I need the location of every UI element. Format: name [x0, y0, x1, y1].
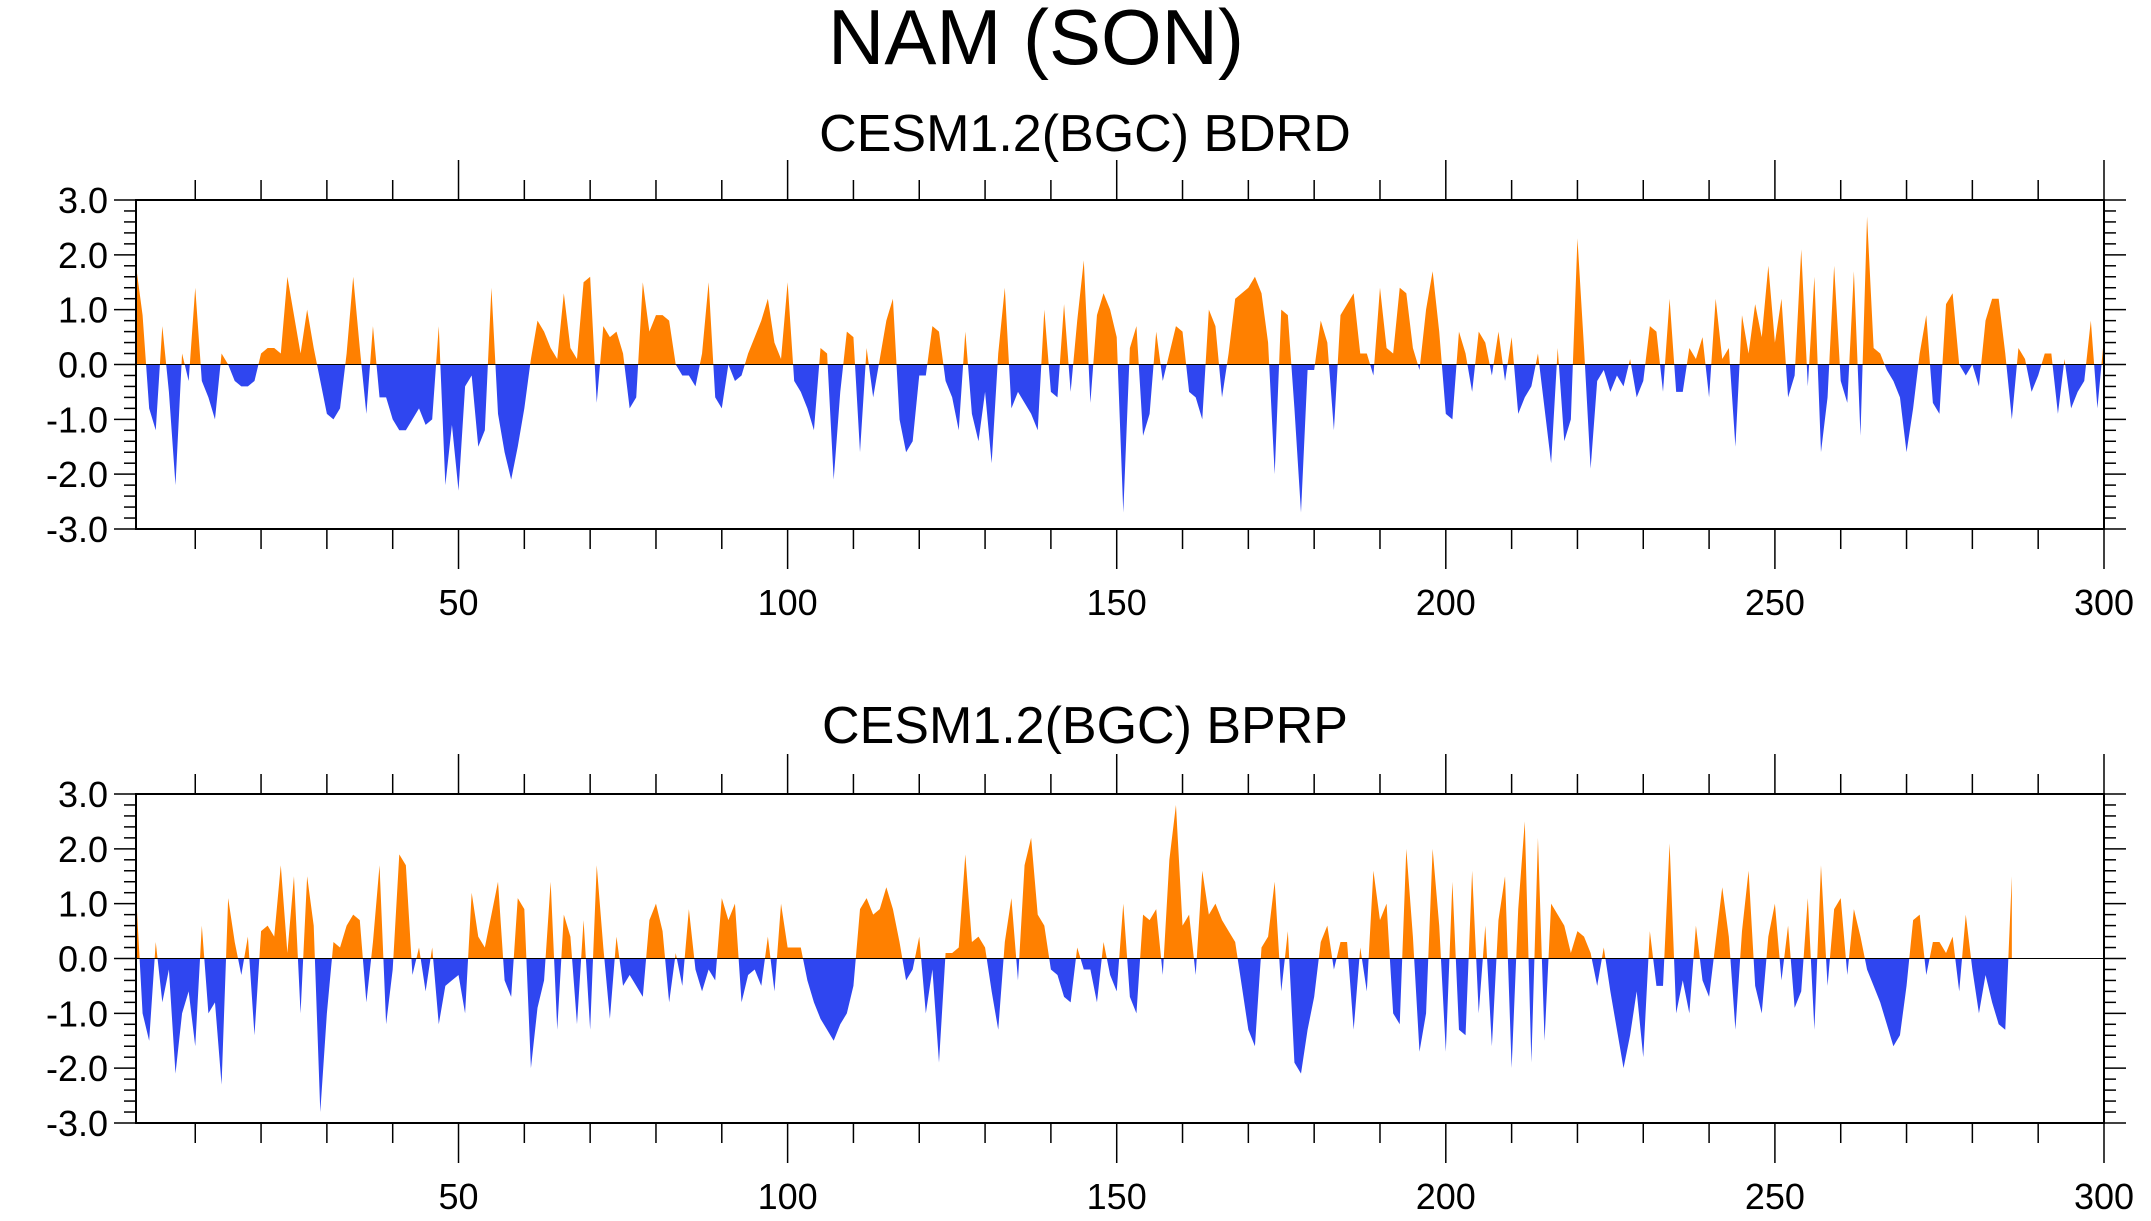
x-tick-label-bdrd: 100 [758, 582, 818, 623]
y-tick-label-bprp: 3.0 [58, 774, 108, 815]
negative-fill-bdrd [136, 364, 2104, 513]
y-tick-label-bprp: 2.0 [58, 829, 108, 870]
y-tick-label-bdrd: 3.0 [58, 180, 108, 221]
x-tick-label-bprp: 150 [1087, 1176, 1147, 1217]
y-tick-label-bdrd: -1.0 [46, 399, 108, 440]
x-tick-label-bdrd: 200 [1416, 582, 1476, 623]
y-tick-label-bdrd: 2.0 [58, 235, 108, 276]
y-tick-label-bdrd: -3.0 [46, 509, 108, 550]
x-tick-label-bprp: 50 [438, 1176, 478, 1217]
x-tick-label-bprp: 300 [2074, 1176, 2134, 1217]
y-tick-label-bdrd: 0.0 [58, 345, 108, 386]
x-tick-label-bdrd: 250 [1745, 582, 1805, 623]
x-tick-label-bdrd: 50 [438, 582, 478, 623]
panel-bprp: CESM1.2(BGC) BPRP 50 100 150 200 250 300 -3.0 -… [46, 697, 2134, 1217]
y-tick-label-bdrd: 1.0 [58, 290, 108, 331]
positive-fill-bprp [136, 804, 2012, 959]
y-tick-label-bprp: 0.0 [58, 939, 108, 980]
panel-title-bprp: CESM1.2(BGC) BPRP [822, 697, 1348, 755]
y-tick-label-bprp: 1.0 [58, 884, 108, 925]
x-tick-label-bprp: 250 [1745, 1176, 1805, 1217]
y-tick-label-bprp: -3.0 [46, 1103, 108, 1144]
y-tick-label-bdrd: -2.0 [46, 454, 108, 495]
panel-bdrd: CESM1.2(BGC) BDRD 50 100 150 200 250 300 -3.0 -… [46, 105, 2134, 623]
plot-area-bprp: 50 100 150 200 250 300 -3.0 -2.0 -1.0 0.0 1.0 2.0 3.… [46, 754, 2134, 1217]
y-tick-label-bprp: -1.0 [46, 993, 108, 1034]
x-tick-label-bdrd: 150 [1087, 582, 1147, 623]
panel-title-bdrd: CESM1.2(BGC) BDRD [819, 105, 1351, 163]
x-tick-label-bprp: 200 [1416, 1176, 1476, 1217]
plot-area-bdrd: 50 100 150 200 250 300 -3.0 -2.0 -1.0 0.0 1.0 2.0 3.… [46, 160, 2134, 623]
y-tick-label-bprp: -2.0 [46, 1048, 108, 1089]
x-tick-label-bprp: 100 [758, 1176, 818, 1217]
negative-fill-bprp [136, 958, 2012, 1113]
main-title: NAM (SON) [828, 0, 1244, 81]
x-tick-label-bdrd: 300 [2074, 582, 2134, 623]
